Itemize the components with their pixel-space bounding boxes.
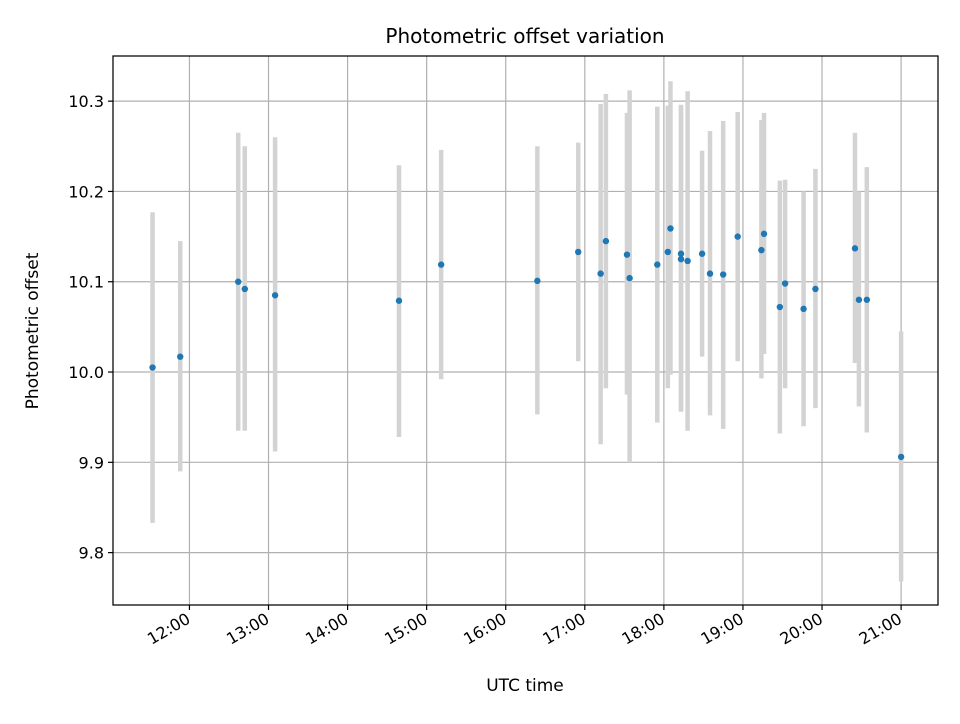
data-point bbox=[234, 278, 242, 285]
data-point bbox=[677, 255, 685, 263]
data-point bbox=[698, 250, 706, 257]
data-point bbox=[758, 246, 765, 254]
data-point bbox=[575, 248, 582, 256]
data-point bbox=[776, 303, 784, 311]
data-point bbox=[667, 225, 674, 232]
y-tick-label: 9.9 bbox=[79, 453, 104, 472]
data-point bbox=[664, 248, 672, 256]
data-point bbox=[597, 270, 604, 277]
data-point bbox=[677, 250, 685, 257]
data-point bbox=[241, 285, 248, 293]
x-axis-title: UTC time bbox=[486, 676, 564, 696]
data-point bbox=[437, 261, 445, 268]
y-tick-label: 10.2 bbox=[68, 182, 104, 201]
data-point bbox=[800, 305, 807, 313]
chart-title: Photometric offset variation bbox=[385, 24, 664, 48]
data-point bbox=[706, 270, 714, 277]
data-point bbox=[177, 353, 184, 360]
y-axis-title: Photometric offset bbox=[23, 252, 43, 409]
data-point bbox=[602, 237, 610, 245]
data-point bbox=[781, 280, 789, 287]
y-tick-label: 9.8 bbox=[79, 544, 104, 563]
data-point bbox=[855, 296, 863, 303]
plot-frame bbox=[112, 55, 939, 606]
data-point bbox=[623, 251, 631, 258]
data-point bbox=[654, 261, 661, 268]
data-point bbox=[395, 297, 403, 304]
y-tick-label: 10.0 bbox=[68, 363, 104, 382]
data-point bbox=[271, 292, 279, 299]
data-point bbox=[626, 274, 633, 282]
y-tick-label: 10.3 bbox=[68, 92, 104, 111]
data-point bbox=[684, 257, 691, 265]
data-point bbox=[897, 453, 905, 461]
data-point bbox=[534, 277, 541, 285]
y-axis-ticks: 9.8 9.9 10.0 10.1 10.2 10.3 bbox=[68, 92, 113, 563]
data-points bbox=[149, 225, 905, 461]
data-point bbox=[719, 271, 727, 278]
data-point bbox=[734, 233, 741, 240]
grid bbox=[113, 56, 938, 605]
data-point bbox=[149, 364, 156, 371]
data-point bbox=[863, 296, 871, 303]
data-point bbox=[851, 245, 859, 252]
y-tick-label: 10.1 bbox=[68, 273, 104, 292]
data-point bbox=[812, 285, 819, 293]
data-point bbox=[760, 230, 768, 238]
